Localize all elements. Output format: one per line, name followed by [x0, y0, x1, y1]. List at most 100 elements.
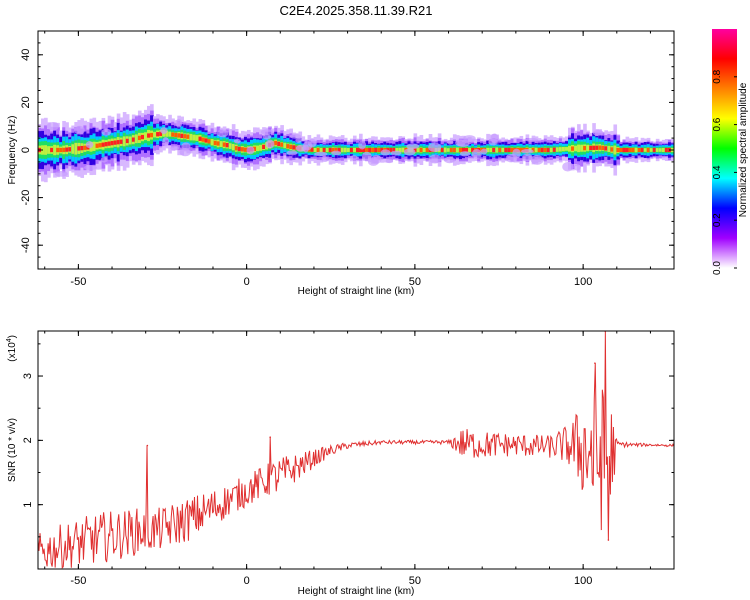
- spectrogram-peak: [610, 147, 615, 152]
- spectrogram-cell: [352, 147, 357, 153]
- spectrogram-cell: [283, 142, 287, 149]
- spectrogram-cell: [165, 130, 169, 137]
- spectrogram-peak: [458, 147, 463, 153]
- spectrogram-peak: [589, 145, 593, 151]
- spectrogram-speck: [216, 129, 229, 138]
- spectrogram-cell: [555, 147, 560, 152]
- spectrogram-peak: [625, 147, 630, 153]
- spectrogram-peak: [546, 147, 551, 153]
- y-tick-label: -40: [20, 237, 32, 253]
- spectrogram-peak: [316, 147, 321, 153]
- spectrogram-peak: [65, 147, 69, 152]
- snr-series-line: [38, 331, 674, 569]
- spectrogram-cell: [398, 147, 403, 153]
- spectrogram-peak: [68, 147, 72, 152]
- spectrogram-speck: [406, 143, 420, 150]
- spectrogram-ticks: -50 0 50 100 -40 -20 0 20 40: [20, 30, 674, 288]
- colorbar-tick-label: 0.4: [712, 165, 723, 179]
- spectrogram-cell: [607, 145, 611, 153]
- spectrogram-panel: -50 0 50 100 -40 -20 0 20 40 Height of straight …: [7, 30, 675, 297]
- spectrogram-peak: [371, 147, 375, 153]
- spectrogram-peak: [595, 145, 599, 150]
- snr-scale-exponent: 4: [6, 338, 13, 342]
- spectrogram-peak: [174, 132, 178, 138]
- spectrogram-heatmap: [38, 104, 674, 183]
- spectrogram-peak: [310, 147, 315, 152]
- x-tick-label: 50: [409, 575, 421, 587]
- spectrogram-speck: [314, 151, 328, 157]
- spectrogram-xlabel: Height of straight line (km): [298, 286, 415, 297]
- spectrogram-peak: [622, 147, 627, 153]
- spectrogram-cell: [501, 147, 505, 153]
- spectrogram-speck: [380, 149, 391, 156]
- spectrogram-peak: [322, 147, 327, 153]
- spectrogram-speck: [170, 145, 179, 151]
- spectrogram-peak: [452, 147, 457, 153]
- spectrogram-peak: [237, 146, 242, 152]
- spectrogram-speck: [233, 138, 241, 144]
- colorbar-strip: [712, 29, 737, 268]
- spectrogram-cell: [122, 136, 127, 147]
- y-tick-label: 20: [20, 96, 32, 108]
- snr-scale-base: (x10: [7, 342, 18, 362]
- colorbar-tick-label: 0.6: [712, 117, 723, 131]
- spectrogram-speck: [100, 157, 108, 163]
- spectrogram-cell: [343, 147, 348, 153]
- spectrogram-peak: [243, 147, 248, 152]
- spectrogram-cell: [422, 148, 427, 152]
- spectrogram-speck: [260, 129, 274, 135]
- spectrogram-cell: [455, 147, 460, 153]
- spectrogram-speck: [321, 156, 329, 163]
- spectrogram-cell: [580, 144, 584, 152]
- spectrogram-peak: [540, 147, 545, 153]
- spectrogram-speck: [181, 142, 191, 150]
- spectrogram-cell: [561, 147, 566, 152]
- spectrogram-peak: [652, 147, 657, 153]
- spectrogram-peak: [380, 147, 384, 153]
- snr-spike-point: [607, 539, 610, 541]
- spectrogram-peak: [462, 147, 466, 153]
- spectrogram-peak: [98, 143, 103, 148]
- spectrogram-cell: [658, 148, 663, 152]
- x-tick-label: 0: [244, 276, 250, 288]
- spectrogram-peak: [186, 134, 191, 139]
- spectrogram-cell: [634, 147, 639, 153]
- y-tick-label: 0: [20, 147, 32, 153]
- spectrogram-peak: [531, 147, 536, 153]
- spectrogram-speck: [295, 137, 302, 143]
- spectrogram-peak: [377, 147, 381, 153]
- spectrogram-peak: [107, 141, 112, 146]
- spectrogram-peak: [543, 147, 548, 153]
- spectrogram-cell: [346, 148, 351, 152]
- spectrogram-peak: [619, 147, 624, 153]
- spectrogram-peak: [349, 147, 354, 153]
- spectrogram-peak: [601, 145, 605, 150]
- spectrogram-peak: [289, 144, 293, 149]
- spectrogram-speck: [457, 139, 470, 148]
- snr-spike-point: [269, 436, 271, 438]
- spectrogram-peak: [222, 142, 227, 147]
- colorbar-tick-label: 0.0: [712, 261, 723, 275]
- y-tick-label: 1: [22, 502, 34, 508]
- colorbar-label: Normalized spectral amplitude: [738, 82, 749, 217]
- chart-title: C2E4.2025.358.11.39.R21: [280, 3, 433, 18]
- snr-spike-point: [146, 444, 149, 447]
- spectrogram-peak: [328, 147, 333, 153]
- spectrogram-peak: [225, 142, 230, 148]
- spectrogram-speck: [286, 150, 298, 156]
- spectrogram-peak: [280, 142, 284, 147]
- spectrogram-peak: [171, 132, 175, 137]
- spectrogram-peak: [471, 147, 475, 153]
- spectrogram-speck: [349, 155, 358, 161]
- snr-frame: [37, 330, 675, 570]
- spectrogram-peak: [198, 136, 203, 141]
- spectrogram-cell: [210, 139, 215, 146]
- spectrogram-cell: [153, 131, 157, 138]
- spectrogram-cell: [446, 148, 451, 152]
- spectrogram-peak: [137, 135, 142, 141]
- spectrogram-peak: [616, 147, 621, 153]
- spectrogram-peak: [507, 147, 512, 153]
- spectrogram-peak: [110, 140, 115, 146]
- spectrogram-cell: [395, 147, 399, 153]
- spectrogram-peak: [292, 145, 297, 150]
